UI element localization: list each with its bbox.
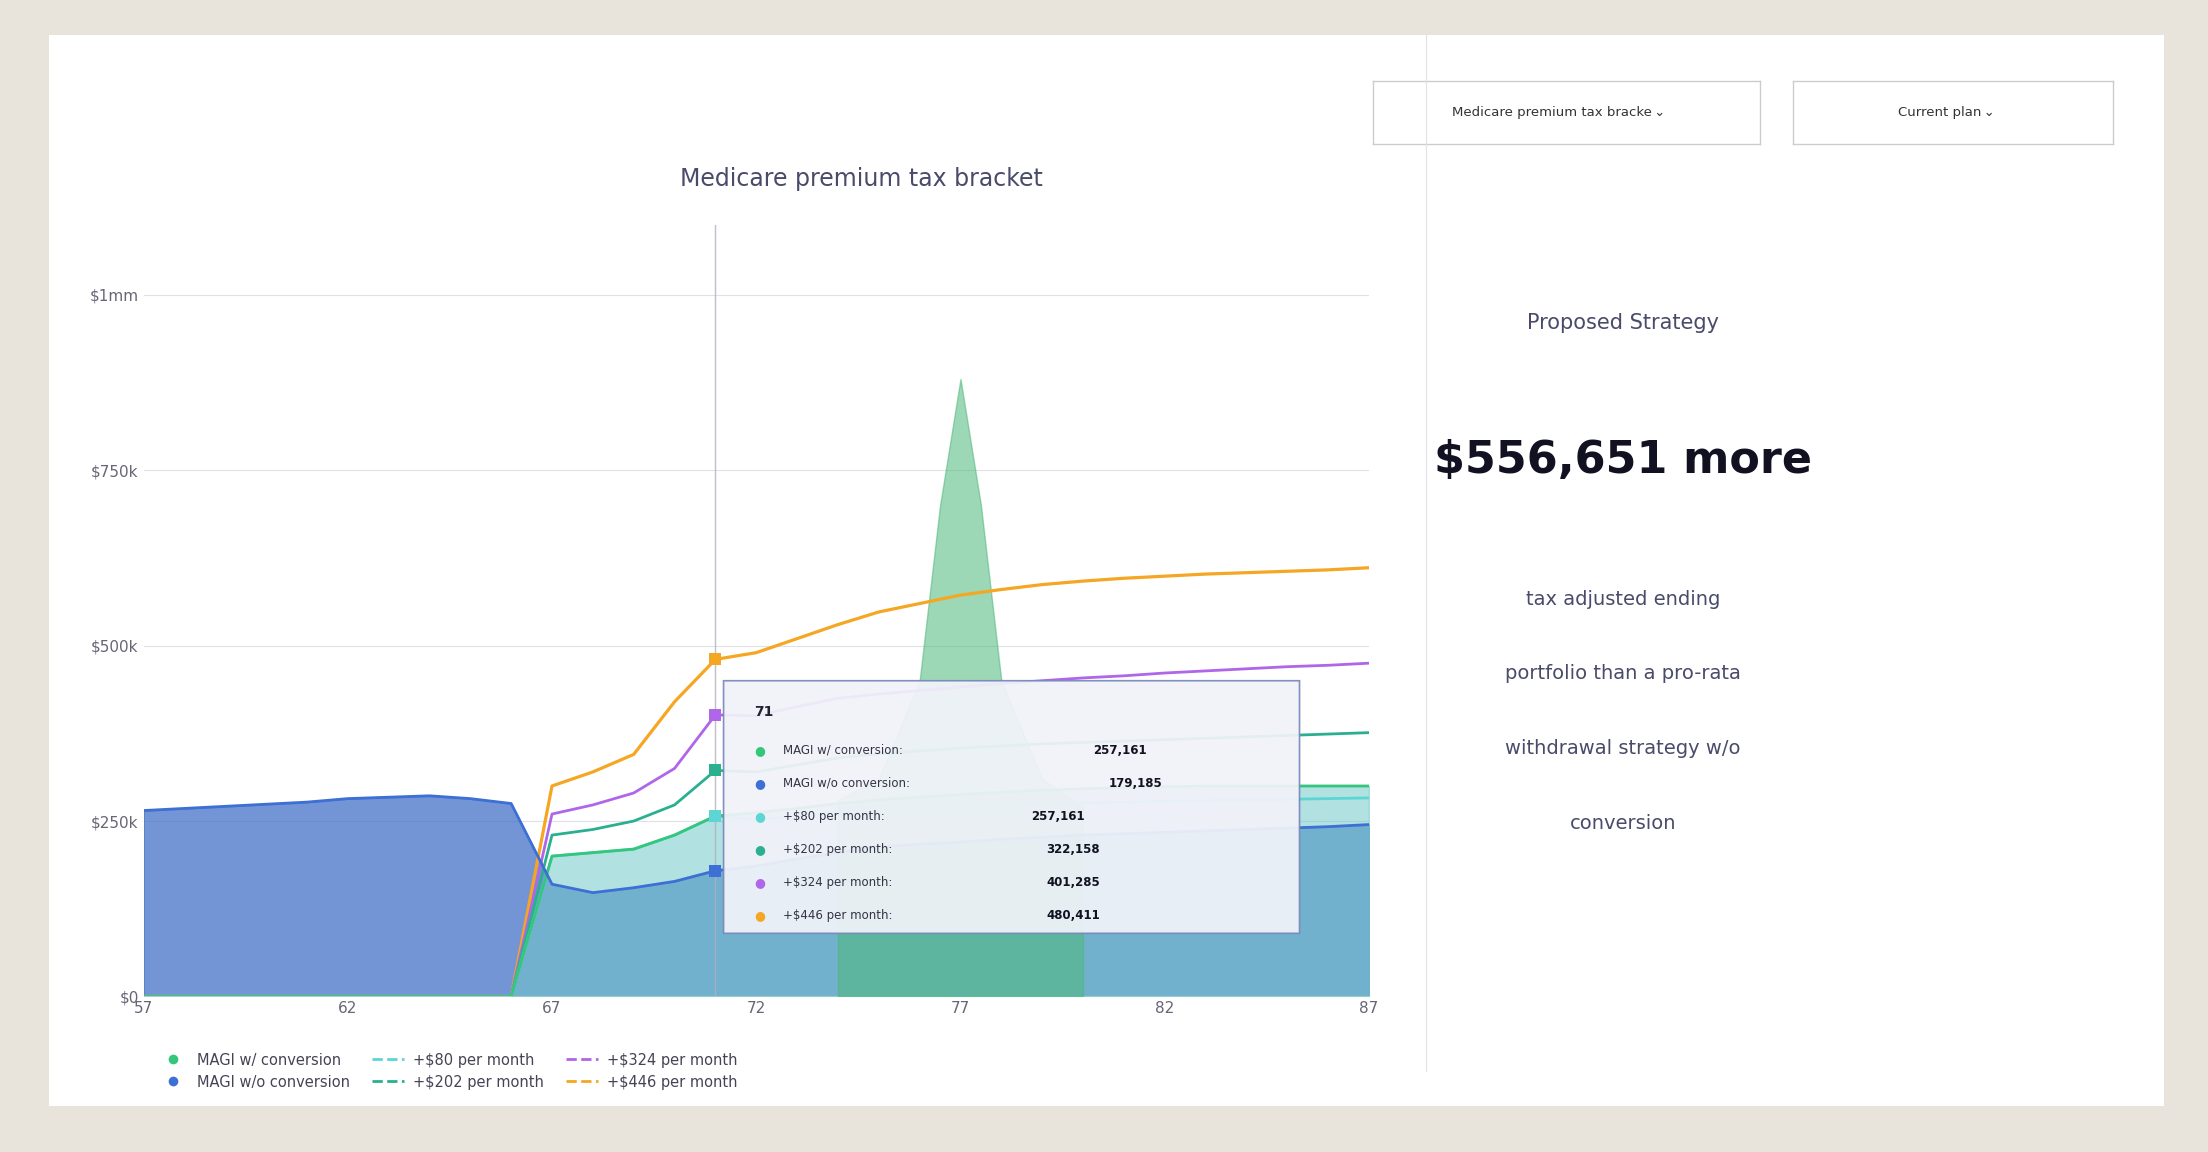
Text: ●: ● xyxy=(755,843,766,856)
Text: Medicare premium tax bracke ⌄: Medicare premium tax bracke ⌄ xyxy=(1453,106,1665,119)
Text: withdrawal strategy w/o: withdrawal strategy w/o xyxy=(1506,740,1740,758)
Text: tax adjusted ending: tax adjusted ending xyxy=(1526,590,1720,608)
Text: ●: ● xyxy=(755,744,766,757)
Text: +$202 per month:: +$202 per month: xyxy=(784,843,896,856)
Text: 257,161: 257,161 xyxy=(1031,810,1084,823)
Text: Current plan ⌄: Current plan ⌄ xyxy=(1899,106,1996,119)
Text: conversion: conversion xyxy=(1570,814,1676,833)
Text: 480,411: 480,411 xyxy=(1047,909,1100,922)
Text: ●: ● xyxy=(755,876,766,889)
Text: 322,158: 322,158 xyxy=(1047,843,1100,856)
Text: +$324 per month:: +$324 per month: xyxy=(784,876,896,889)
Legend: MAGI w/ conversion, MAGI w/o conversion, +$80 per month, +$202 per month, +$324 : MAGI w/ conversion, MAGI w/o conversion,… xyxy=(150,1046,744,1097)
Text: Proposed Strategy: Proposed Strategy xyxy=(1528,312,1718,333)
Text: ●: ● xyxy=(755,776,766,790)
Text: ●: ● xyxy=(755,909,766,922)
Text: MAGI w/ conversion:: MAGI w/ conversion: xyxy=(784,744,907,757)
Text: portfolio than a pro-rata: portfolio than a pro-rata xyxy=(1506,665,1740,683)
Text: +$80 per month:: +$80 per month: xyxy=(784,810,888,823)
Text: Medicare premium tax bracket: Medicare premium tax bracket xyxy=(680,167,1042,190)
Text: 179,185: 179,185 xyxy=(1108,776,1161,790)
Text: 401,285: 401,285 xyxy=(1047,876,1100,889)
Text: 71: 71 xyxy=(755,705,773,719)
Text: ●: ● xyxy=(755,810,766,823)
Text: 257,161: 257,161 xyxy=(1093,744,1146,757)
FancyBboxPatch shape xyxy=(724,681,1301,933)
Text: MAGI w/o conversion:: MAGI w/o conversion: xyxy=(784,776,914,790)
Text: $556,651 more: $556,651 more xyxy=(1433,439,1813,483)
Text: +$446 per month:: +$446 per month: xyxy=(784,909,896,922)
